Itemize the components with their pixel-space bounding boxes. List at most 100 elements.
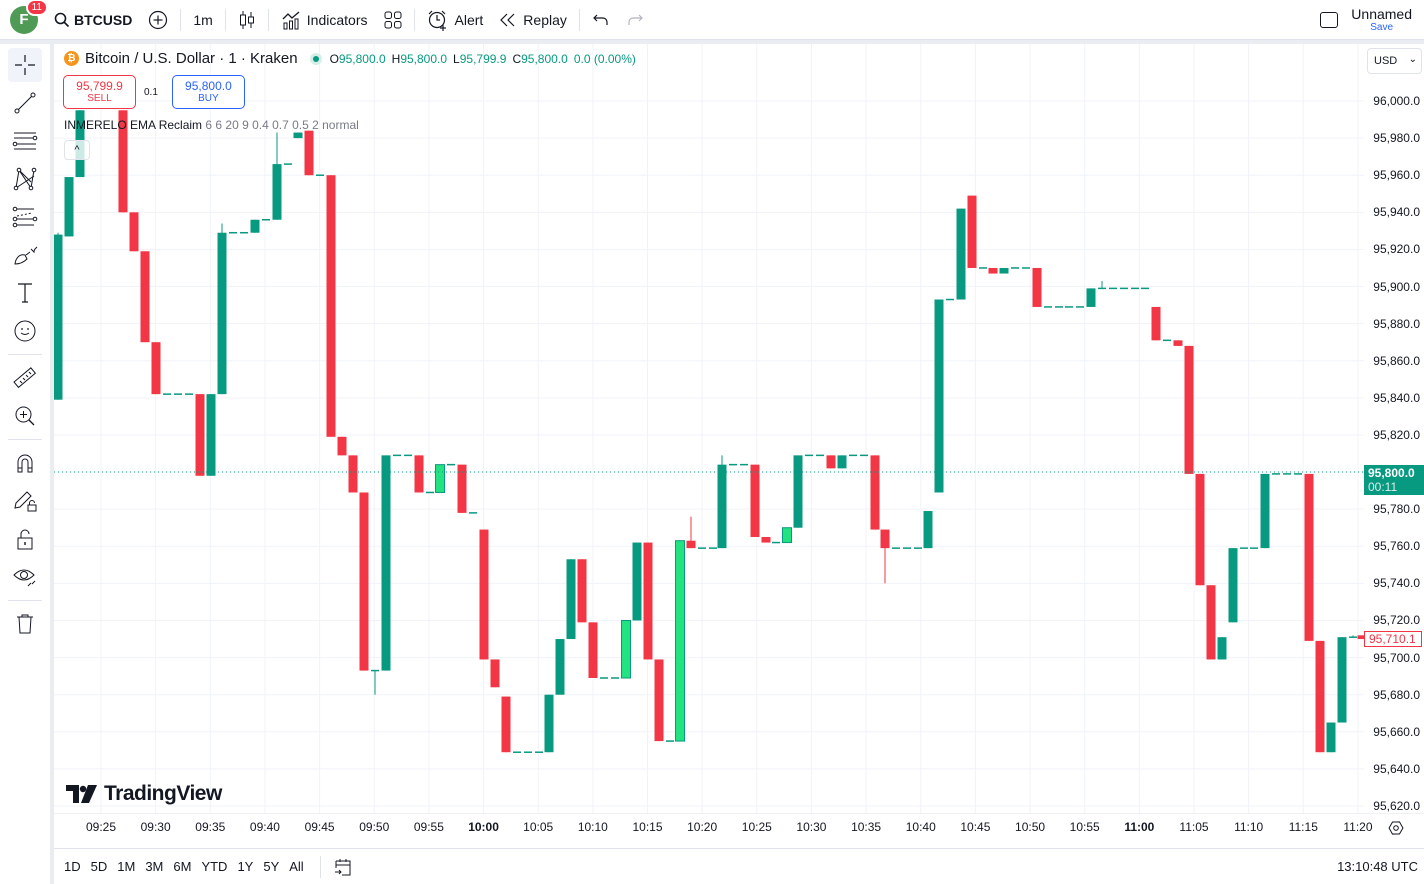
time-label: 11:20 [1343, 820, 1373, 834]
undo-button[interactable] [584, 0, 618, 40]
redo-button[interactable] [618, 0, 652, 40]
fib-retracement-tool[interactable] [8, 124, 42, 158]
indicators-button[interactable]: Indicators [273, 0, 376, 40]
hide-drawings-tool[interactable] [8, 560, 42, 594]
compare-symbol-button[interactable] [140, 0, 176, 40]
range-1m[interactable]: 1M [117, 859, 136, 874]
time-axis[interactable]: 09:25 09:30 09:35 09:40 09:45 09:50 09:55 10:00… [54, 814, 1373, 844]
interval-button[interactable]: 1m [193, 11, 213, 28]
undo-icon [593, 14, 608, 25]
quick-trade: 95,799.9 SELL 0.1 95,800.0 BUY [63, 75, 245, 109]
time-label: 10:40 [905, 820, 936, 834]
crosshair-tool[interactable] [8, 48, 42, 82]
chevron-down-icon: ⌄ [1408, 54, 1417, 65]
ohlc-low: L95,799.9 [453, 51, 507, 66]
time-label: 11:10 [1234, 820, 1264, 834]
chart-type-button[interactable] [230, 0, 264, 40]
tradingview-logo[interactable]: TradingView [66, 782, 222, 806]
lock-all-tool[interactable] [8, 522, 42, 556]
remove-drawings-tool[interactable] [8, 607, 42, 641]
ohlc-open: O95,800.0 [329, 51, 386, 66]
crosshair-icon [15, 55, 35, 75]
series-legend: ₿ Bitcoin / U.S. Dollar · 1 · Kraken O95… [64, 50, 642, 67]
collapse-legend-button[interactable]: ^ [64, 140, 90, 160]
price-label: 95,640.0 [1373, 761, 1420, 776]
sell-button[interactable]: 95,799.9 SELL [63, 75, 136, 109]
replay-button[interactable]: Replay [491, 0, 575, 40]
time-label: 10:30 [796, 820, 827, 834]
range-all[interactable]: All [289, 859, 304, 874]
buy-button[interactable]: 95,800.0 BUY [171, 75, 245, 109]
divider [180, 8, 182, 31]
time-label: 09:55 [413, 820, 444, 834]
pattern-tool[interactable] [8, 162, 42, 196]
time-label: 10:35 [851, 820, 882, 834]
range-6m[interactable]: 6M [173, 859, 192, 874]
save-link[interactable]: Save [1370, 22, 1394, 33]
time-label: 09:35 [195, 820, 226, 834]
redo-icon [628, 14, 643, 25]
ohlc-high: H95,800.0 [391, 51, 448, 66]
price-label: 95,660.0 [1373, 724, 1420, 739]
emoji-tool[interactable] [8, 314, 42, 348]
divider [267, 8, 269, 31]
price-label: 95,760.0 [1373, 539, 1420, 554]
alert-button[interactable]: Alert [419, 0, 492, 40]
text-tool[interactable] [8, 276, 42, 310]
horizontal-lines-icon [12, 132, 38, 150]
chart-settings-icon[interactable] [1388, 820, 1404, 836]
range-1d[interactable]: 1D [64, 859, 81, 874]
time-label: 09:40 [249, 820, 280, 834]
time-label: 11:00 [1124, 820, 1155, 834]
symbol-description[interactable]: Bitcoin / U.S. Dollar · 1 · Kraken [85, 50, 298, 67]
price-label: 95,740.0 [1373, 576, 1420, 591]
grid-icon [384, 11, 401, 28]
measure-tool[interactable] [8, 361, 42, 395]
price-label: 95,680.0 [1373, 687, 1420, 702]
indicators-icon [282, 11, 300, 29]
range-3m[interactable]: 3M [145, 859, 164, 874]
layout-name-button[interactable]: Unnamed Save [1351, 6, 1412, 33]
bid-price-tag: 95,710.1 [1364, 630, 1422, 647]
goto-date-icon[interactable] [333, 857, 353, 877]
lock-drawings-tool[interactable] [8, 484, 42, 518]
forecast-tool[interactable] [8, 200, 42, 234]
range-5d[interactable]: 5D [90, 859, 108, 874]
currency-select[interactable]: USD ⌄ [1367, 48, 1422, 74]
indicator-legend[interactable]: INMERELO EMA Reclaim 6 6 20 9 0.4 0.7 0.… [64, 118, 359, 132]
pencil-lock-icon [14, 491, 37, 512]
range-1y[interactable]: 1Y [237, 859, 254, 874]
price-label: 95,860.0 [1373, 353, 1420, 368]
alarm-clock-icon [428, 10, 446, 31]
drawing-toolbar [0, 44, 50, 884]
magnet-icon [17, 454, 33, 473]
magnet-tool[interactable] [8, 446, 42, 480]
divider [578, 8, 580, 31]
chart-pane[interactable]: ₿ Bitcoin / U.S. Dollar · 1 · Kraken O95… [54, 44, 1424, 884]
indicator-name: INMERELO EMA Reclaim [64, 118, 203, 132]
price-axis[interactable]: 96,000.0 95,980.0 95,960.0 95,940.0 95,920.0… [1364, 44, 1424, 814]
time-label: 10:20 [687, 820, 718, 834]
fullscreen-layout-icon[interactable] [1320, 12, 1338, 28]
range-5y[interactable]: 5Y [263, 859, 280, 874]
candlestick-chart[interactable] [54, 44, 1424, 814]
time-label: 09:50 [359, 820, 390, 834]
range-ytd[interactable]: YTD [201, 859, 228, 874]
time-label: 11:05 [1179, 820, 1209, 834]
trend-line-tool[interactable] [8, 86, 42, 120]
zoom-in-tool[interactable] [8, 399, 42, 433]
date-range-bar: 1D 5D 1M 3M 6M YTD 1Y 5Y All 13:10:48 UTC [54, 848, 1424, 884]
time-label: 10:15 [632, 820, 663, 834]
time-label: 09:30 [140, 820, 171, 834]
current-price-tag: 95,800.0 00:11 [1364, 465, 1424, 496]
templates-button[interactable] [376, 0, 410, 40]
clock[interactable]: 13:10:48 UTC [1337, 859, 1418, 874]
symbol-search-button[interactable]: BTCUSD [46, 0, 140, 40]
price-label: 95,840.0 [1373, 390, 1420, 405]
user-avatar[interactable]: F 11 [10, 0, 48, 34]
trend-line-icon [14, 92, 36, 114]
time-label: 10:50 [1015, 820, 1046, 834]
brush-tool[interactable] [8, 238, 42, 272]
ohlc-change: 0.0 (0.00%) [573, 51, 636, 66]
rewind-icon [500, 13, 515, 26]
